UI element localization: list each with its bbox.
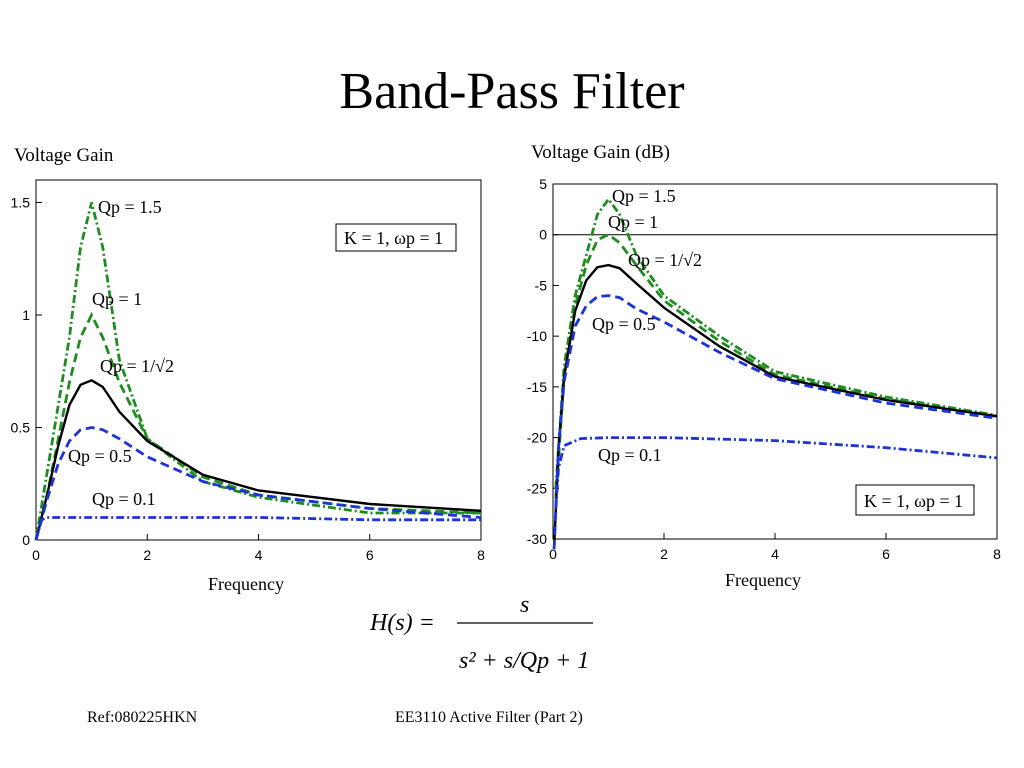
left-xtick-label: 6 <box>366 547 374 563</box>
right-ytick-label: -30 <box>527 531 547 547</box>
formula-denominator: s² + s/Qp + 1 <box>459 648 589 674</box>
right-series-qp-1 <box>554 233 998 499</box>
chart-right-ylabel: Voltage Gain (dB) <box>531 142 670 163</box>
left-label-qp-1: Qp = 1 <box>92 289 142 309</box>
left-ytick-label: 1.5 <box>11 195 31 211</box>
right-ytick-label: -10 <box>527 328 547 344</box>
right-ytick-label: -25 <box>527 480 547 496</box>
left-series-qp-0-707 <box>34 378 482 541</box>
right-label-qp-1: Qp = 1 <box>608 212 658 232</box>
right-label-qp-0707: Qp = 1/√2 <box>628 250 702 270</box>
right-label-qp-1-5: Qp = 1.5 <box>612 186 676 206</box>
right-xtick-label: 0 <box>549 546 557 562</box>
left-ytick-label: 1 <box>22 307 30 323</box>
left-ytick-label: 0 <box>22 532 30 548</box>
chart-left-xlabel: Frequency <box>208 574 284 594</box>
right-xtick-label: 8 <box>993 546 1001 562</box>
chart-left-annotation-box <box>335 223 457 252</box>
formula-numerator: s <box>520 592 529 618</box>
left-xtick-label: 2 <box>143 547 151 563</box>
right-label-qp-0-1: Qp = 0.1 <box>598 445 662 465</box>
left-label-qp-0707: Qp = 1/√2 <box>100 356 174 376</box>
right-xtick-label: 4 <box>771 546 779 562</box>
right-ytick-label: -5 <box>535 277 548 293</box>
left-label-qp-0-5: Qp = 0.5 <box>68 446 132 466</box>
formula-lhs: H(s) = <box>369 610 435 636</box>
right-xtick-label: 2 <box>660 546 668 562</box>
left-ytick-label: 0.5 <box>11 420 31 436</box>
right-ytick-label: 0 <box>539 227 547 243</box>
left-series-qp-0-1 <box>34 516 481 541</box>
right-xtick-label: 6 <box>882 546 890 562</box>
chart-right-annotation-box <box>855 484 975 516</box>
left-series-qp-0-5 <box>34 426 482 541</box>
slide-title: Band-Pass Filter <box>339 63 685 120</box>
footer-reference: Ref:080225HKN <box>87 709 198 726</box>
right-ytick-label: -20 <box>527 430 547 446</box>
right-label-qp-0-5: Qp = 0.5 <box>592 314 656 334</box>
transfer-function-formula: H(s) = s s² + s/Qp + 1 <box>365 590 625 710</box>
footer-course-title: EE3110 Active Filter (Part 2) <box>395 709 583 726</box>
chart-left-annotation: K = 1, ωp = 1 <box>344 228 443 248</box>
right-series-qp-0-5 <box>552 294 998 550</box>
left-xtick-label: 4 <box>255 547 263 563</box>
left-series-qp-1-5 <box>34 202 481 541</box>
right-series-qp-0-1 <box>554 436 998 509</box>
right-ytick-label: -15 <box>527 379 547 395</box>
left-label-qp-1-5: Qp = 1.5 <box>98 197 162 217</box>
left-xtick-label: 0 <box>32 547 40 563</box>
left-label-qp-0-1: Qp = 0.1 <box>92 489 156 509</box>
chart-right-annotation: K = 1, ωp = 1 <box>864 491 963 511</box>
right-ytick-label: 5 <box>539 176 547 192</box>
left-xtick-label: 8 <box>477 547 485 563</box>
right-series-qp-1-5 <box>554 196 998 489</box>
chart-left-ylabel: Voltage Gain <box>14 145 114 166</box>
chart-right-xlabel: Frequency <box>725 570 801 590</box>
